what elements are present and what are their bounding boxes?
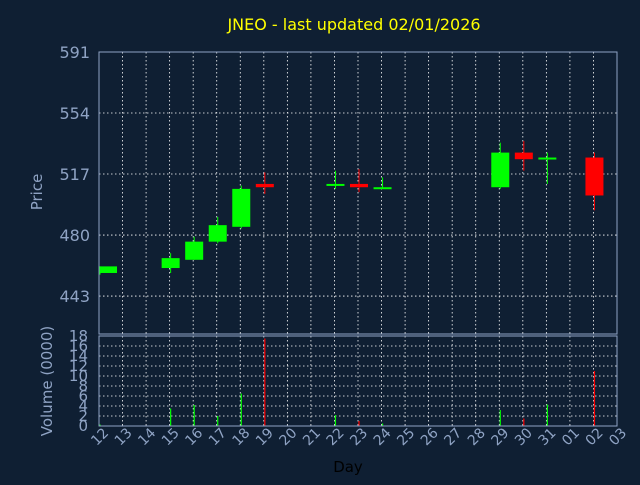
candle-body bbox=[350, 183, 368, 188]
candle-body bbox=[232, 188, 251, 227]
price-tick-label: 591 bbox=[59, 43, 90, 62]
chart-title: JNEO - last updated 02/01/2026 bbox=[226, 15, 480, 34]
candles bbox=[99, 141, 604, 275]
volume-tick-label: 6 bbox=[78, 387, 88, 405]
volume-tick-label: 14 bbox=[69, 347, 88, 365]
volume-grid bbox=[99, 335, 617, 427]
volume-tick-label: 16 bbox=[69, 337, 88, 355]
price-tick-label: 517 bbox=[59, 165, 90, 184]
candle-body bbox=[491, 152, 510, 188]
price-tick-label: 480 bbox=[59, 226, 90, 245]
candle-body bbox=[208, 225, 227, 242]
candle-body bbox=[538, 157, 557, 160]
x-tick-labels: 12 13 14 15 16 17 18 19 20 21 22 23 24 25 26 27 28 29 30 31… bbox=[88, 425, 630, 449]
candle-body bbox=[585, 157, 604, 196]
volume-axis-label: Volume (0000) bbox=[38, 326, 56, 436]
candle-body bbox=[161, 258, 180, 269]
price-tick-label: 554 bbox=[59, 104, 90, 123]
volume-tick-label: 0 bbox=[78, 417, 88, 435]
price-grid bbox=[99, 51, 617, 334]
price-tick-labels: 443 480 517 554 591 bbox=[59, 43, 90, 306]
price-axis-label: Price bbox=[28, 174, 46, 211]
volume-tick-label: 8 bbox=[78, 377, 88, 395]
price-panel-frame bbox=[98, 51, 618, 335]
volume-tick-label: 4 bbox=[78, 397, 88, 415]
price-tick-label: 443 bbox=[59, 287, 90, 306]
candle-body bbox=[514, 152, 533, 160]
x-axis-label: Day bbox=[333, 458, 363, 476]
volume-tick-label: 2 bbox=[78, 407, 88, 425]
candle-body bbox=[373, 187, 392, 190]
volume-panel-frame bbox=[98, 335, 618, 427]
volume-tick-label: 12 bbox=[69, 357, 88, 375]
candle-body bbox=[255, 183, 274, 188]
volume-tick-label: 10 bbox=[69, 367, 88, 385]
candle-body bbox=[326, 183, 345, 186]
candle-body bbox=[99, 266, 117, 273]
candle-body bbox=[185, 241, 204, 260]
volume-tick-label: 18 bbox=[69, 327, 88, 345]
